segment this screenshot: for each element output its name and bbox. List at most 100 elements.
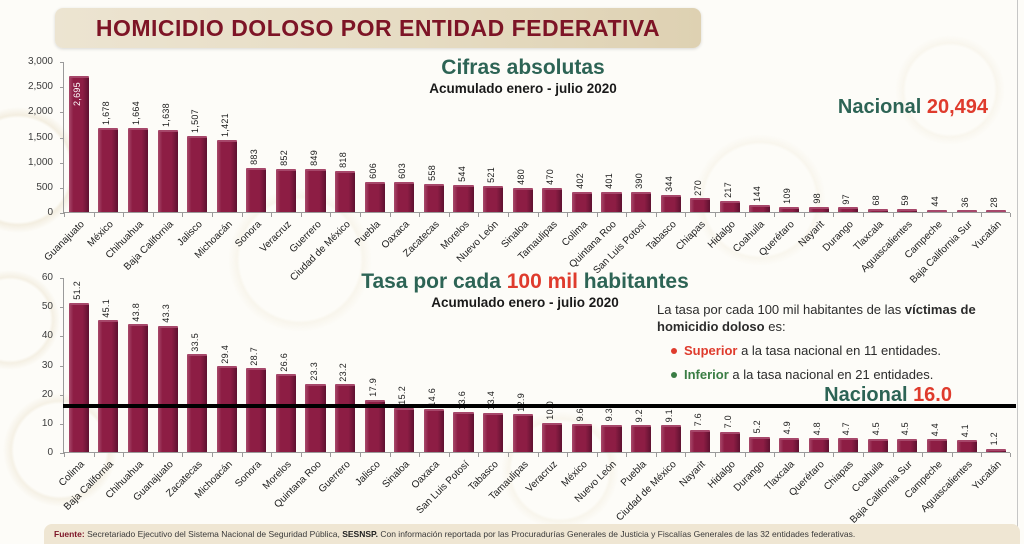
bar-value-label: 480 (515, 168, 526, 185)
x-tick (93, 453, 95, 457)
bar-Tlaxcala (778, 437, 800, 452)
x-tick (803, 213, 805, 217)
bar-Campeche (926, 439, 948, 452)
bar-Morelos (453, 184, 474, 212)
bar-value-label: 97 (841, 193, 852, 205)
bar-San Luis Potosí (453, 412, 474, 452)
bar-Sinaloa (394, 407, 415, 452)
page-right-border (1017, 0, 1018, 544)
bar-Coahuila (749, 204, 770, 212)
bar-value-label: 390 (634, 173, 645, 190)
bar-value-label: 603 (397, 162, 408, 179)
y-tick-label: 30 (41, 359, 53, 371)
national-total-absolute: Nacional 20,494 (838, 96, 988, 119)
x-tick (271, 213, 273, 217)
bullet-dot-green (671, 372, 677, 379)
x-tick (951, 213, 953, 217)
bar-Nayarit (690, 429, 711, 452)
bar-Aguascalientes (956, 440, 977, 452)
bar-Colima (571, 191, 592, 212)
bullet-superior: Superior a la tasa nacional en 11 entida… (671, 342, 1013, 359)
x-tick (419, 213, 421, 217)
bar-value-label: 28 (989, 196, 1000, 208)
y-tick-label: 1,500 (27, 131, 53, 143)
x-tick (655, 453, 657, 457)
chart-rate-title-block: Tasa por cada 100 mil habitantes Acumula… (325, 270, 725, 310)
y-tick-mark (60, 187, 64, 189)
x-tick (211, 453, 213, 457)
bar-Puebla (364, 181, 385, 212)
bar-Querétaro (778, 206, 800, 212)
bar-value-label: 1,421 (219, 113, 230, 138)
y-tick-label: 50 (41, 301, 53, 313)
y-tick-label: 10 (41, 417, 53, 429)
bar-Michoacán (216, 366, 237, 452)
bar-value-label: 59 (900, 195, 911, 207)
bar-Chiapas (838, 438, 859, 452)
x-tick (123, 213, 125, 217)
chart-cifras-absolutas: 3,000 2,500 2,000 1,500 1,000 500 0 2,695 Guana… (28, 56, 1011, 286)
bar-value-label: 15.2 (397, 385, 408, 405)
bullet-inferior: Inferior a la tasa nacional en 21 entida… (671, 366, 1013, 383)
y-tick-mark (60, 365, 64, 367)
bullet-dot-red (671, 348, 677, 355)
bar-value-label: 36 (959, 196, 970, 208)
bar-Tlaxcala (867, 208, 888, 212)
y-tick-mark (60, 112, 64, 114)
x-tick (655, 213, 657, 217)
bar-Tamaulipas (512, 414, 533, 452)
bar-value-label: 1,664 (130, 101, 141, 126)
bar-Baja California (157, 129, 178, 212)
bar-value-label: 4.1 (959, 423, 970, 438)
bar-Campeche (926, 209, 948, 212)
bar-value-label: 1.2 (989, 432, 1000, 446)
bar-value-label: 7.6 (693, 413, 704, 427)
x-tick (981, 213, 983, 217)
x-tick (241, 453, 243, 457)
y-tick-label: 20 (41, 388, 53, 400)
bar-Ciudad de México (660, 425, 681, 452)
y-tick-mark (60, 162, 64, 164)
rate-annotation: La tasa por cada 100 mil habitantes de l… (657, 301, 1013, 391)
source-footer: Fuente: Secretariado Ejecutivo del Siste… (44, 524, 1020, 544)
bullet-term-inferior: Inferior (684, 367, 729, 383)
bar-Puebla (631, 425, 652, 452)
bar-Michoacán (216, 140, 237, 212)
x-tick (478, 453, 480, 457)
x-tick (892, 453, 894, 457)
bar-Baja California Sur (897, 438, 918, 452)
y-tick-mark (60, 278, 64, 279)
x-tick (922, 453, 924, 457)
bar-Chihuahua (127, 324, 149, 452)
bar-Guerrero (305, 169, 326, 212)
bar-value-label: 344 (663, 175, 674, 192)
bar-value-label: 109 (782, 187, 793, 204)
x-tick (922, 213, 924, 217)
bullet-rest: a la tasa nacional en 11 entidades. (737, 343, 942, 359)
national-value: 20,494 (926, 96, 988, 118)
bar-value-label: 68 (870, 194, 881, 206)
x-tick (478, 213, 480, 217)
annotation-intro-end: es: (764, 319, 786, 335)
title-part-green: Tasa por cada (361, 270, 507, 293)
annotation-intro: La tasa por cada 100 mil habitantes de l… (657, 301, 1013, 335)
x-tick (626, 213, 628, 217)
bar-Quintana Roo (601, 191, 622, 212)
x-tick (863, 213, 865, 217)
bar-value-label: 883 (249, 148, 260, 165)
bar-value-label: 402 (574, 172, 585, 189)
y-tick-mark (60, 453, 64, 454)
x-tick (981, 453, 983, 457)
bar-value-label: 9.3 (604, 408, 615, 422)
x-tick (448, 453, 450, 457)
x-tick (64, 453, 65, 457)
bar-value-label: 7.0 (722, 415, 733, 429)
page-title: HOMICIDIO DOLOSO POR ENTIDAD FEDERATIVA (95, 14, 661, 41)
bar-Tamaulipas (542, 188, 563, 212)
bar-Sonora (246, 167, 267, 212)
bar-Guanajuato: 2,695 (68, 76, 89, 212)
bar-Coahuila (867, 438, 888, 452)
x-tick (389, 453, 391, 457)
x-tick (567, 453, 569, 457)
bar-Baja California Sur (956, 210, 977, 212)
